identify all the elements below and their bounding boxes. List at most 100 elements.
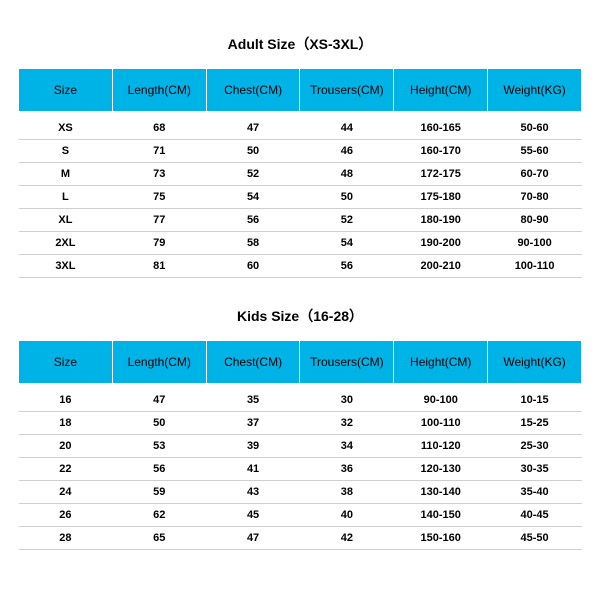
col-height: Height(CM) bbox=[394, 341, 488, 384]
table-row: 28654742150-16045-50 bbox=[19, 527, 582, 550]
cell: 79 bbox=[112, 232, 206, 255]
cell: 65 bbox=[112, 527, 206, 550]
kids-header-row: Size Length(CM) Chest(CM) Trousers(CM) H… bbox=[19, 341, 582, 384]
col-chest: Chest(CM) bbox=[206, 341, 300, 384]
cell: 58 bbox=[206, 232, 300, 255]
cell: 52 bbox=[300, 209, 394, 232]
cell: 45 bbox=[206, 504, 300, 527]
cell: 47 bbox=[112, 384, 206, 412]
adult-header-row: Size Length(CM) Chest(CM) Trousers(CM) H… bbox=[19, 69, 582, 112]
col-weight: Weight(KG) bbox=[488, 69, 582, 112]
cell: 180-190 bbox=[394, 209, 488, 232]
cell: L bbox=[19, 186, 113, 209]
cell: 45-50 bbox=[488, 527, 582, 550]
cell: 54 bbox=[300, 232, 394, 255]
cell: 50 bbox=[206, 140, 300, 163]
cell: 75 bbox=[112, 186, 206, 209]
cell: 90-100 bbox=[488, 232, 582, 255]
cell: 44 bbox=[300, 112, 394, 140]
cell: 30 bbox=[300, 384, 394, 412]
cell: 56 bbox=[112, 458, 206, 481]
cell: 100-110 bbox=[394, 412, 488, 435]
cell: 22 bbox=[19, 458, 113, 481]
cell: 28 bbox=[19, 527, 113, 550]
col-length: Length(CM) bbox=[112, 341, 206, 384]
cell: 150-160 bbox=[394, 527, 488, 550]
table-row: XL775652180-19080-90 bbox=[19, 209, 582, 232]
cell: 10-15 bbox=[488, 384, 582, 412]
cell: 160-170 bbox=[394, 140, 488, 163]
col-trousers: Trousers(CM) bbox=[300, 341, 394, 384]
cell: 40 bbox=[300, 504, 394, 527]
col-size: Size bbox=[19, 69, 113, 112]
cell: 35 bbox=[206, 384, 300, 412]
cell: 120-130 bbox=[394, 458, 488, 481]
cell: 73 bbox=[112, 163, 206, 186]
kids-section-title: Kids Size（16-28） bbox=[18, 288, 582, 340]
cell: 41 bbox=[206, 458, 300, 481]
col-length: Length(CM) bbox=[112, 69, 206, 112]
cell: 140-150 bbox=[394, 504, 488, 527]
cell: 40-45 bbox=[488, 504, 582, 527]
cell: S bbox=[19, 140, 113, 163]
table-row: L755450175-18070-80 bbox=[19, 186, 582, 209]
cell: 37 bbox=[206, 412, 300, 435]
cell: 24 bbox=[19, 481, 113, 504]
cell: 25-30 bbox=[488, 435, 582, 458]
table-row: M735248172-17560-70 bbox=[19, 163, 582, 186]
cell: 15-25 bbox=[488, 412, 582, 435]
cell: 32 bbox=[300, 412, 394, 435]
cell: 42 bbox=[300, 527, 394, 550]
cell: 53 bbox=[112, 435, 206, 458]
adult-section-title: Adult Size（XS-3XL） bbox=[18, 16, 582, 68]
kids-size-table: Size Length(CM) Chest(CM) Trousers(CM) H… bbox=[18, 340, 582, 550]
table-row: XS684744160-16550-60 bbox=[19, 112, 582, 140]
cell: 30-35 bbox=[488, 458, 582, 481]
cell: 34 bbox=[300, 435, 394, 458]
cell: 39 bbox=[206, 435, 300, 458]
cell: 43 bbox=[206, 481, 300, 504]
cell: 190-200 bbox=[394, 232, 488, 255]
cell: 52 bbox=[206, 163, 300, 186]
col-height: Height(CM) bbox=[394, 69, 488, 112]
cell: 200-210 bbox=[394, 255, 488, 278]
cell: 54 bbox=[206, 186, 300, 209]
cell: 47 bbox=[206, 112, 300, 140]
col-chest: Chest(CM) bbox=[206, 69, 300, 112]
table-row: 26624540140-15040-45 bbox=[19, 504, 582, 527]
table-row: 1647353090-10010-15 bbox=[19, 384, 582, 412]
table-row: 2XL795854190-20090-100 bbox=[19, 232, 582, 255]
col-weight: Weight(KG) bbox=[488, 341, 582, 384]
cell: 110-120 bbox=[394, 435, 488, 458]
cell: 48 bbox=[300, 163, 394, 186]
cell: 26 bbox=[19, 504, 113, 527]
col-trousers: Trousers(CM) bbox=[300, 69, 394, 112]
cell: 60-70 bbox=[488, 163, 582, 186]
cell: 50 bbox=[300, 186, 394, 209]
table-row: 18503732100-11015-25 bbox=[19, 412, 582, 435]
table-row: 24594338130-14035-40 bbox=[19, 481, 582, 504]
cell: 60 bbox=[206, 255, 300, 278]
cell: M bbox=[19, 163, 113, 186]
cell: XS bbox=[19, 112, 113, 140]
cell: 68 bbox=[112, 112, 206, 140]
cell: 16 bbox=[19, 384, 113, 412]
cell: 55-60 bbox=[488, 140, 582, 163]
table-row: 3XL816056200-210100-110 bbox=[19, 255, 582, 278]
cell: 2XL bbox=[19, 232, 113, 255]
cell: 35-40 bbox=[488, 481, 582, 504]
cell: 172-175 bbox=[394, 163, 488, 186]
cell: 59 bbox=[112, 481, 206, 504]
cell: 3XL bbox=[19, 255, 113, 278]
cell: 90-100 bbox=[394, 384, 488, 412]
cell: 100-110 bbox=[488, 255, 582, 278]
table-row: 20533934110-12025-30 bbox=[19, 435, 582, 458]
cell: 36 bbox=[300, 458, 394, 481]
cell: 50-60 bbox=[488, 112, 582, 140]
cell: 20 bbox=[19, 435, 113, 458]
cell: 70-80 bbox=[488, 186, 582, 209]
cell: 56 bbox=[300, 255, 394, 278]
table-row: S715046160-17055-60 bbox=[19, 140, 582, 163]
cell: 18 bbox=[19, 412, 113, 435]
cell: 175-180 bbox=[394, 186, 488, 209]
